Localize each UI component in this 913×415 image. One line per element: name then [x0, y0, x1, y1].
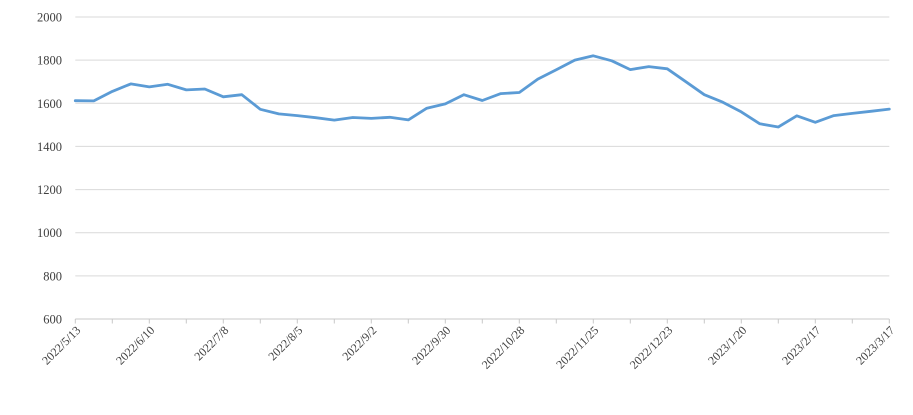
x-axis-label: 2022/10/28: [479, 323, 528, 372]
y-axis-label: 800: [43, 269, 62, 283]
y-axis-label: 1600: [37, 97, 62, 111]
y-axis-label: 1200: [37, 183, 62, 197]
y-axis-label: 1400: [37, 140, 62, 154]
y-axis-label: 600: [43, 313, 62, 327]
y-axis-label: 2000: [37, 11, 62, 25]
x-axis-label: 2022/6/10: [113, 323, 157, 367]
x-axis-label: 2023/3/17: [853, 323, 897, 367]
y-axis-label: 1800: [37, 54, 62, 68]
x-axis-label: 2022/7/8: [191, 323, 231, 363]
x-axis-label: 2022/11/25: [553, 323, 601, 371]
x-axis-label: 2022/5/13: [39, 323, 83, 367]
data-line-series: [73, 54, 891, 129]
x-axis-label: 2023/1/20: [705, 323, 749, 367]
x-axis-label: 2022/9/2: [339, 323, 379, 363]
x-axis-label: 2022/12/23: [627, 323, 676, 372]
x-axis-label: 2023/2/17: [779, 323, 823, 367]
x-axis-label: 2022/8/5: [265, 323, 305, 363]
y-axis-label: 1000: [37, 226, 62, 240]
x-axis-label: 2022/9/30: [409, 323, 453, 367]
